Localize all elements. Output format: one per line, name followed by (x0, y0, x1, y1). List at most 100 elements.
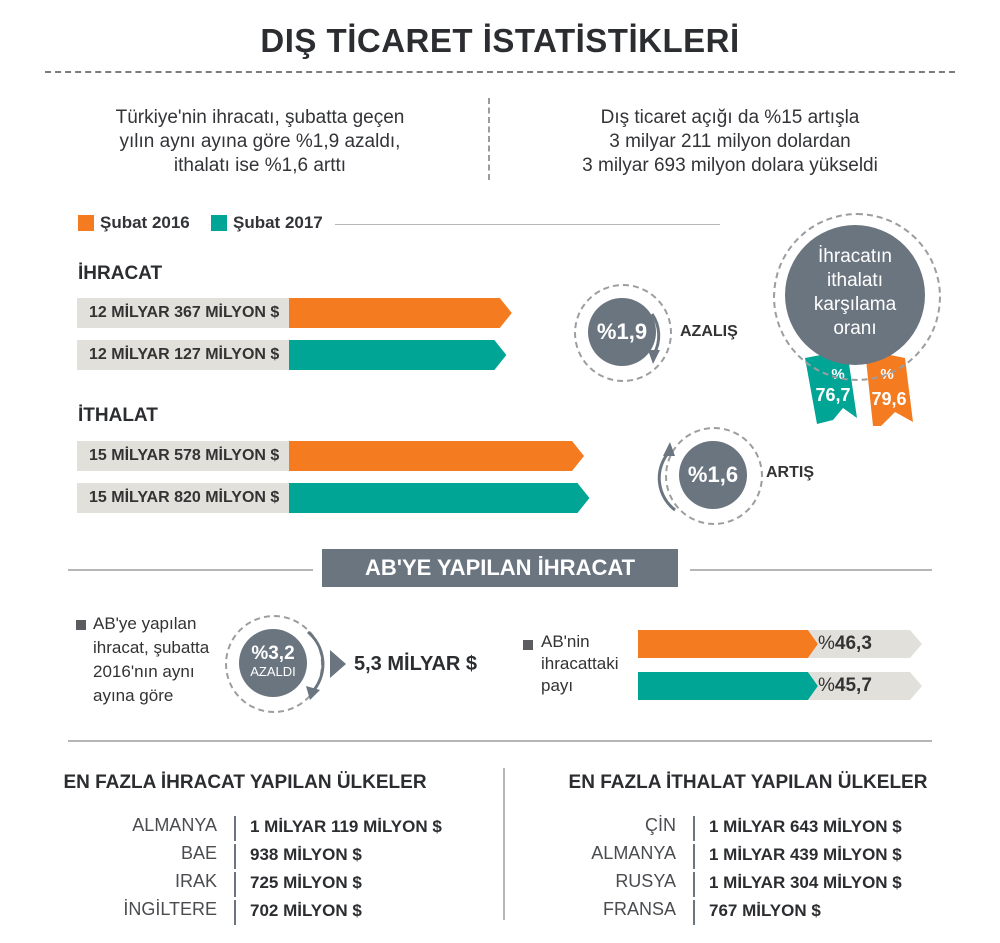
intro-right-line: 3 milyar 211 milyon dolardan (609, 131, 851, 152)
export-change-ring (574, 284, 672, 382)
coverage-title-line: ithalatı (827, 270, 883, 291)
row-separator (693, 900, 695, 925)
ab-rule-left (68, 569, 313, 571)
intro-left-line: ithalatı ise %1,6 arttı (173, 155, 347, 176)
ab-share-line: ihracattaki (541, 654, 619, 673)
intro-right-line: 3 milyar 693 milyon dolara yükseldi (582, 155, 878, 176)
ab-desc-line: ihracat, şubatta (93, 638, 210, 657)
ab-change-value: %3,2 (251, 643, 295, 664)
export-heading: İHRACAT (78, 263, 163, 284)
title-divider (45, 71, 955, 73)
coverage-badge: İhracatın ithalatı karşılama oranı (785, 225, 925, 365)
country-name: IRAK (174, 871, 217, 891)
ab-share-desc: AB'nin ihracattaki payı (541, 631, 618, 697)
country-name: ALMANYA (591, 843, 676, 863)
bullet-icon (523, 640, 533, 650)
share-bar-2016 (638, 630, 818, 658)
country-value: 767 MİLYON $ (709, 901, 821, 920)
coverage-title-line: karşılama (813, 294, 897, 315)
ab-desc: AB'ye yapılan ihracat, şubatta 2016'nın … (93, 612, 209, 708)
share-bar-bg-2017 (808, 672, 922, 700)
share-bar-2017 (638, 672, 818, 700)
share-value-2017: %45,7 (818, 675, 872, 697)
ab-desc-line: AB'ye yapılan (93, 614, 197, 633)
bar-label-import-2017: 15 MİLYAR 820 MİLYON $ (77, 483, 289, 513)
row-separator (234, 844, 236, 869)
bar-label-export-2017: 12 MİLYAR 127 MİLYON $ (77, 340, 289, 370)
ab-change-badge: %3,2 AZALDI (239, 629, 307, 697)
import-countries-title: EN FAZLA İTHALAT YAPILAN ÜLKELER (568, 772, 928, 793)
row-separator (693, 816, 695, 841)
country-name: İNGİLTERE (123, 899, 217, 919)
ab-banner: AB'YE YAPILAN İHRACAT (322, 549, 678, 587)
share-number: 45,7 (834, 675, 872, 696)
ab-amount: 5,3 MİLYAR $ (354, 653, 478, 675)
share-bar-bg-2016 (808, 630, 922, 658)
intro-divider (488, 98, 490, 180)
export-countries-title: EN FAZLA İHRACAT YAPILAN ÜLKELER (63, 772, 427, 793)
chevron-right-icon (330, 650, 346, 678)
coverage-title-line: oranı (833, 318, 877, 339)
ab-desc-line: ayına göre (93, 686, 174, 705)
legend-label-2017: Şubat 2017 (233, 213, 323, 232)
import-change-ring (665, 427, 763, 525)
bar-label-export-2016: 12 MİLYAR 367 MİLYON $ (77, 298, 289, 328)
country-name: ÇİN (645, 815, 676, 835)
intro-right-line: Dış ticaret açığı da %15 artışla (600, 107, 860, 128)
country-value: 1 MİLYAR 304 MİLYON $ (709, 873, 902, 892)
intro-right: Dış ticaret açığı da %15 artışla 3 milya… (520, 106, 940, 178)
ab-down-arrow-icon (306, 630, 325, 700)
page-title: DIŞ TİCARET İSTATİSTİKLERİ (260, 22, 740, 59)
bar-chart (289, 298, 590, 513)
country-name: FRANSA (602, 899, 676, 919)
ab-change-label: AZALDI (250, 664, 296, 679)
countries-divider (503, 768, 505, 920)
row-separator (234, 816, 236, 841)
country-value: 1 MİLYAR 643 MİLYON $ (709, 817, 902, 836)
legend-swatch-2016 (78, 215, 94, 231)
legend-label-2016: Şubat 2016 (100, 213, 190, 232)
country-value: 938 MİLYON $ (250, 845, 362, 864)
row-separator (234, 872, 236, 897)
down-arrow-icon (648, 313, 661, 364)
country-name: BAE (180, 843, 217, 863)
coverage-value-orange: 79,6 (871, 389, 907, 409)
export-change-label: AZALIŞ (680, 323, 738, 340)
ab-rule-right (690, 569, 932, 571)
country-value: 725 MİLYON $ (250, 873, 362, 892)
export-change-badge: %1,9 (588, 298, 656, 366)
country-value: 1 MİLYAR 439 MİLYON $ (709, 845, 902, 864)
bar-export-2016 (289, 298, 512, 328)
bar-export-2017 (289, 340, 507, 370)
row-separator (693, 844, 695, 869)
ab-share-line: AB'nin (541, 632, 590, 651)
import-change-label: ARTIŞ (766, 464, 814, 481)
legend-rule (335, 224, 720, 225)
row-separator (234, 900, 236, 925)
coverage-value-teal: 76,7 (815, 385, 851, 405)
country-name: RUSYA (615, 871, 676, 891)
ab-share-bars (638, 630, 922, 700)
bullet-icon (76, 620, 86, 630)
coverage-title-line: İhracatın (818, 246, 892, 267)
bar-import-2017 (289, 483, 590, 513)
ab-share-line: payı (541, 676, 574, 695)
import-change-badge: %1,6 (679, 441, 747, 509)
bar-label-import-2016: 15 MİLYAR 578 MİLYON $ (77, 441, 289, 471)
intro-left-line: Türkiye'nin ihracatı, şubatta geçen (115, 107, 405, 128)
country-value: 702 MİLYON $ (250, 901, 362, 920)
ab-desc-line: 2016'nın aynı (93, 662, 195, 681)
row-separator (693, 872, 695, 897)
intro-left-line: yılın aynı ayına göre %1,9 azaldı, (119, 131, 401, 152)
share-value-2016: %46,3 (818, 633, 872, 655)
import-heading: İTHALAT (78, 405, 158, 426)
countries-rule (68, 740, 932, 742)
share-number: 46,3 (834, 633, 872, 654)
up-arrow-icon (657, 442, 676, 512)
country-name: ALMANYA (132, 815, 217, 835)
share-pct-sign: % (818, 633, 835, 654)
share-pct-sign: % (818, 675, 835, 696)
intro-left: Türkiye'nin ihracatı, şubatta geçen yılı… (60, 106, 460, 178)
bar-import-2016 (289, 441, 585, 471)
legend-swatch-2017 (211, 215, 227, 231)
